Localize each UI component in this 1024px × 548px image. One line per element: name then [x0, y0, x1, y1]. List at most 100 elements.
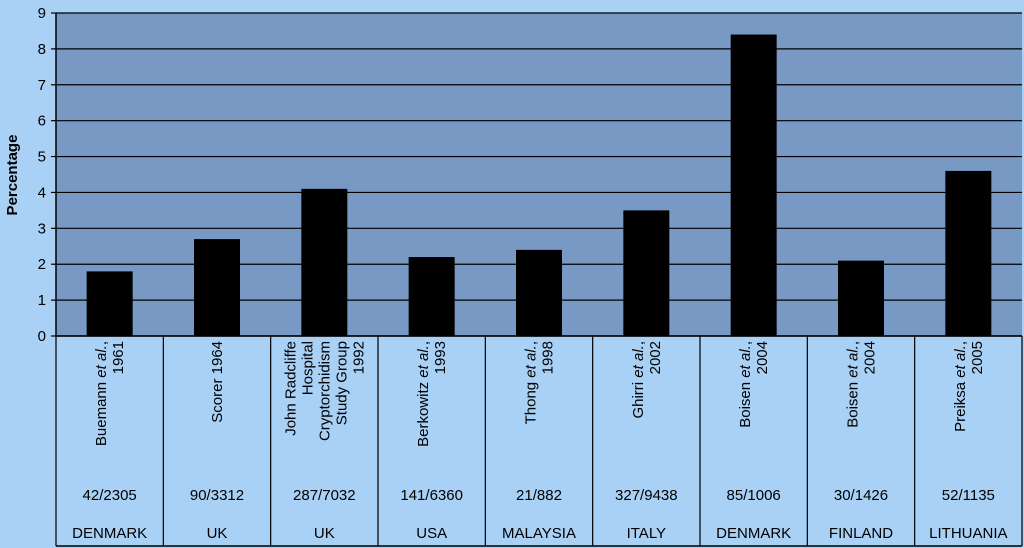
study-label: Boisen et al., 2004: [737, 341, 771, 428]
study-label-text: et al.: [93, 345, 110, 378]
study-label: Buemann et al., 1961: [93, 341, 127, 446]
country-label: FINLAND: [829, 525, 893, 542]
study-label-text: Berkowitz: [415, 378, 432, 447]
study-label-text: 2004: [862, 341, 879, 374]
country-label: USA: [416, 525, 447, 542]
study-label-text: Study Group: [333, 341, 350, 425]
study-label-line: Study Group: [333, 341, 350, 425]
y-tick-label: 2: [38, 256, 46, 273]
study-label-line: 2004: [862, 341, 879, 374]
study-label-text: 2004: [754, 341, 771, 374]
study-label: Ghirri et al., 2002: [630, 341, 664, 419]
study-label-text: ,: [630, 341, 647, 345]
study-label-line: Berkowitz et al.,: [415, 341, 432, 447]
y-tick-label: 7: [38, 77, 46, 94]
bar: [623, 210, 670, 336]
study-label-text: Cryptorchidism: [316, 341, 333, 441]
study-label-line: 1961: [110, 341, 127, 374]
study-label-text: ,: [737, 341, 754, 345]
study-label-line: 1998: [540, 341, 557, 374]
study-label-line: Thong et al.,: [523, 341, 540, 424]
bar: [730, 34, 777, 337]
study-label-text: Preiksa: [952, 378, 969, 432]
study-label-text: ,: [952, 341, 969, 345]
study-label: Berkowitz et al., 1993: [415, 341, 449, 447]
study-label-text: Boisen: [737, 378, 754, 428]
bar: [408, 257, 455, 336]
cases-label: 141/6360: [400, 487, 463, 504]
study-label-text: Ghirri: [630, 378, 647, 419]
country-label: LITHUANIA: [929, 525, 1007, 542]
study-label: John Radcliffe Hospital Cryptorchidism Stud…: [282, 341, 367, 441]
study-label-text: Scorer 1964: [209, 341, 226, 423]
y-tick-label: 0: [38, 328, 46, 345]
study-label-text: et al.: [845, 345, 862, 378]
study-label-text: 1961: [110, 341, 127, 374]
country-label: UK: [314, 525, 335, 542]
study-label: Boisen et al., 2004: [845, 341, 879, 428]
study-label-line: 1992: [350, 341, 367, 374]
cases-label: 21/882: [516, 487, 562, 504]
cases-label: 52/1135: [942, 487, 995, 504]
study-label-line: 2004: [754, 341, 771, 374]
study-label: Scorer 1964: [209, 341, 226, 423]
study-label-line: Cryptorchidism: [316, 341, 333, 441]
country-label: MALAYSIA: [502, 525, 576, 542]
category-table: Buemann et al., 196142/2305DENMARKScorer …: [55, 335, 1023, 547]
y-tick-label: 9: [38, 5, 46, 22]
country-label: DENMARK: [716, 525, 791, 542]
study-label-line: Preiksa et al.,: [952, 341, 969, 432]
y-axis-label: Percentage: [4, 135, 21, 216]
study-label-text: et al.: [737, 345, 754, 378]
study-label-text: ,: [523, 341, 540, 345]
country-label: DENMARK: [72, 525, 147, 542]
country-label: UK: [207, 525, 228, 542]
bar: [516, 249, 562, 336]
y-tick-label: 5: [38, 149, 46, 166]
cases-label: 327/9438: [615, 487, 678, 504]
study-label-text: Boisen: [845, 378, 862, 428]
study-label-text: Hospital: [299, 341, 316, 395]
study-label-text: Buemann: [93, 378, 110, 446]
bar: [945, 170, 992, 336]
study-label-line: Buemann et al.,: [93, 341, 110, 446]
y-axis: 0 1 2 3 4 5 6 7 8 9: [38, 5, 57, 345]
bar: [86, 271, 133, 336]
study-label-text: et al.: [523, 345, 540, 378]
y-tick-label: 3: [38, 220, 46, 237]
y-tick-label: 1: [38, 292, 46, 309]
cases-label: 30/1426: [834, 487, 888, 504]
study-label: Thong et al., 1998: [523, 341, 557, 424]
cases-label: 287/7032: [293, 487, 356, 504]
study-label-text: ,: [415, 341, 432, 345]
study-label-line: 1993: [432, 341, 449, 374]
study-label-line: 2002: [647, 341, 664, 374]
study-label-text: Thong: [523, 378, 540, 425]
study-label-line: Boisen et al.,: [845, 341, 862, 428]
study-label-line: Ghirri et al.,: [630, 341, 647, 419]
study-label-text: 2005: [969, 341, 986, 374]
study-label-line: Hospital: [299, 341, 316, 395]
study-label-text: et al.: [415, 345, 432, 378]
y-tick-label: 4: [38, 184, 46, 201]
cases-label: 90/3312: [190, 487, 244, 504]
study-label-text: 2002: [647, 341, 664, 374]
country-label: ITALY: [627, 525, 666, 542]
bar: [301, 188, 348, 336]
study-label-line: Scorer 1964: [209, 341, 226, 423]
study-label-text: ,: [845, 341, 862, 345]
study-label-text: et al.: [952, 345, 969, 378]
cases-label: 85/1006: [727, 487, 781, 504]
study-label-line: Boisen et al.,: [737, 341, 754, 428]
cases-label: 42/2305: [83, 487, 137, 504]
study-label: Preiksa et al., 2005: [952, 341, 986, 432]
bars: [86, 34, 992, 337]
study-label-line: 2005: [969, 341, 986, 374]
study-label-text: 1993: [432, 341, 449, 374]
study-label-text: et al.: [630, 345, 647, 378]
bar: [838, 260, 884, 336]
study-label-text: John Radcliffe: [282, 341, 299, 436]
study-label-line: John Radcliffe: [282, 341, 299, 436]
y-tick-label: 6: [38, 113, 46, 130]
